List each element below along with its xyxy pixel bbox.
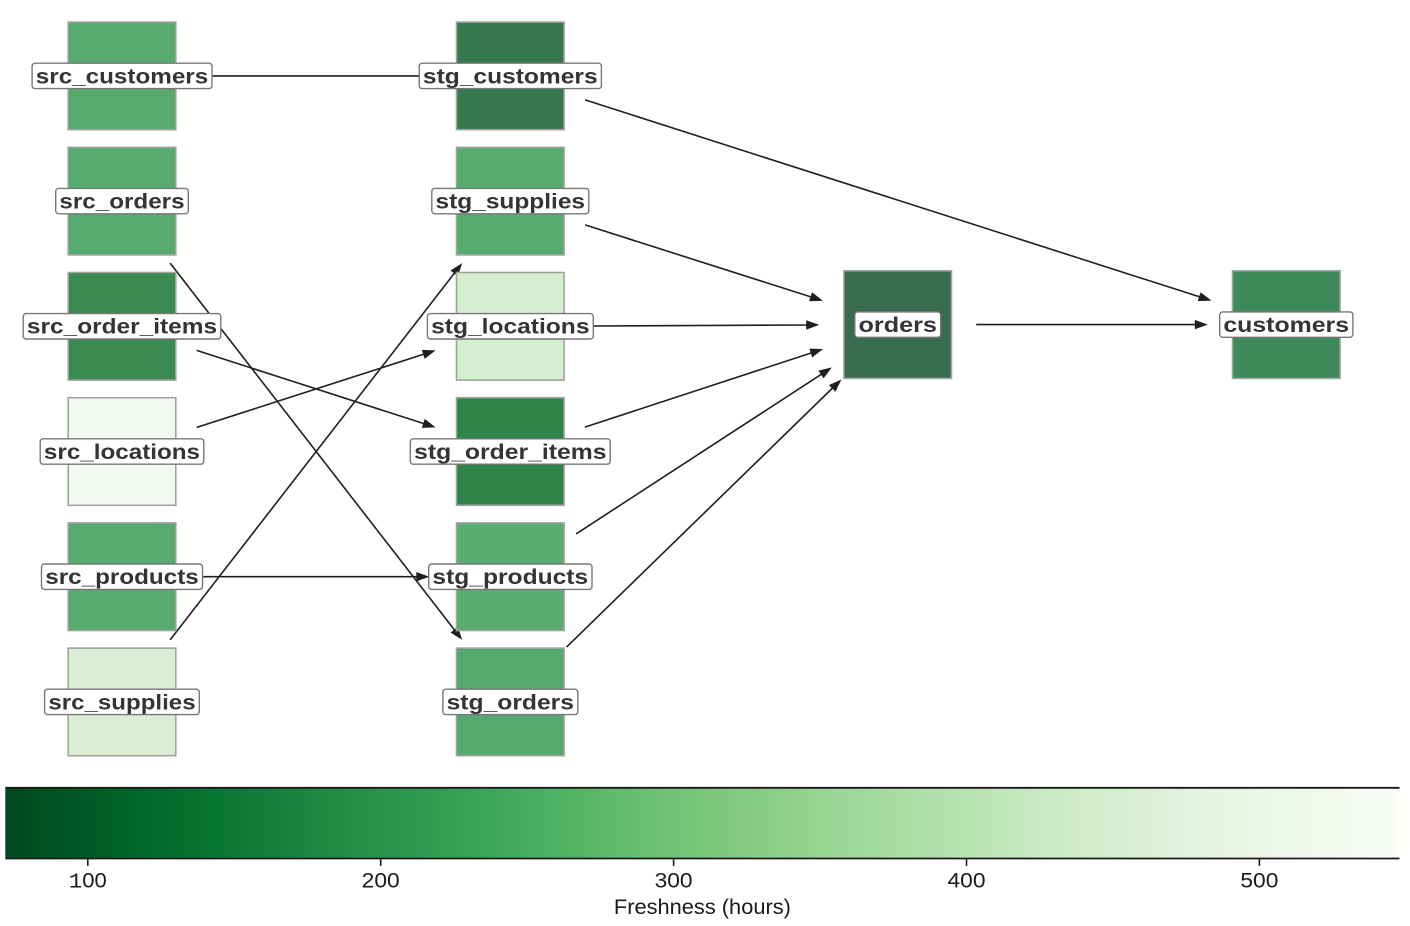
svg-text:stg_order_items: stg_order_items <box>414 440 607 464</box>
svg-text:src_order_items: src_order_items <box>27 315 217 339</box>
svg-text:src_supplies: src_supplies <box>48 690 195 714</box>
svg-text:src_locations: src_locations <box>44 440 200 464</box>
svg-text:200: 200 <box>362 870 400 893</box>
svg-text:stg_orders: stg_orders <box>447 690 575 714</box>
svg-text:src_orders: src_orders <box>59 190 184 214</box>
svg-text:stg_supplies: stg_supplies <box>436 190 586 214</box>
svg-text:orders: orders <box>859 313 938 337</box>
svg-text:customers: customers <box>1223 313 1349 337</box>
svg-text:stg_locations: stg_locations <box>431 315 590 339</box>
svg-text:src_customers: src_customers <box>36 64 209 88</box>
svg-text:100: 100 <box>69 870 107 895</box>
svg-text:300: 300 <box>655 870 693 893</box>
svg-text:stg_customers: stg_customers <box>423 64 598 88</box>
svg-text:src_products: src_products <box>45 565 199 589</box>
svg-text:Freshness (hours): Freshness (hours) <box>614 896 791 919</box>
svg-text:500: 500 <box>1240 870 1278 893</box>
svg-text:stg_products: stg_products <box>432 565 588 589</box>
svg-text:400: 400 <box>948 870 986 893</box>
